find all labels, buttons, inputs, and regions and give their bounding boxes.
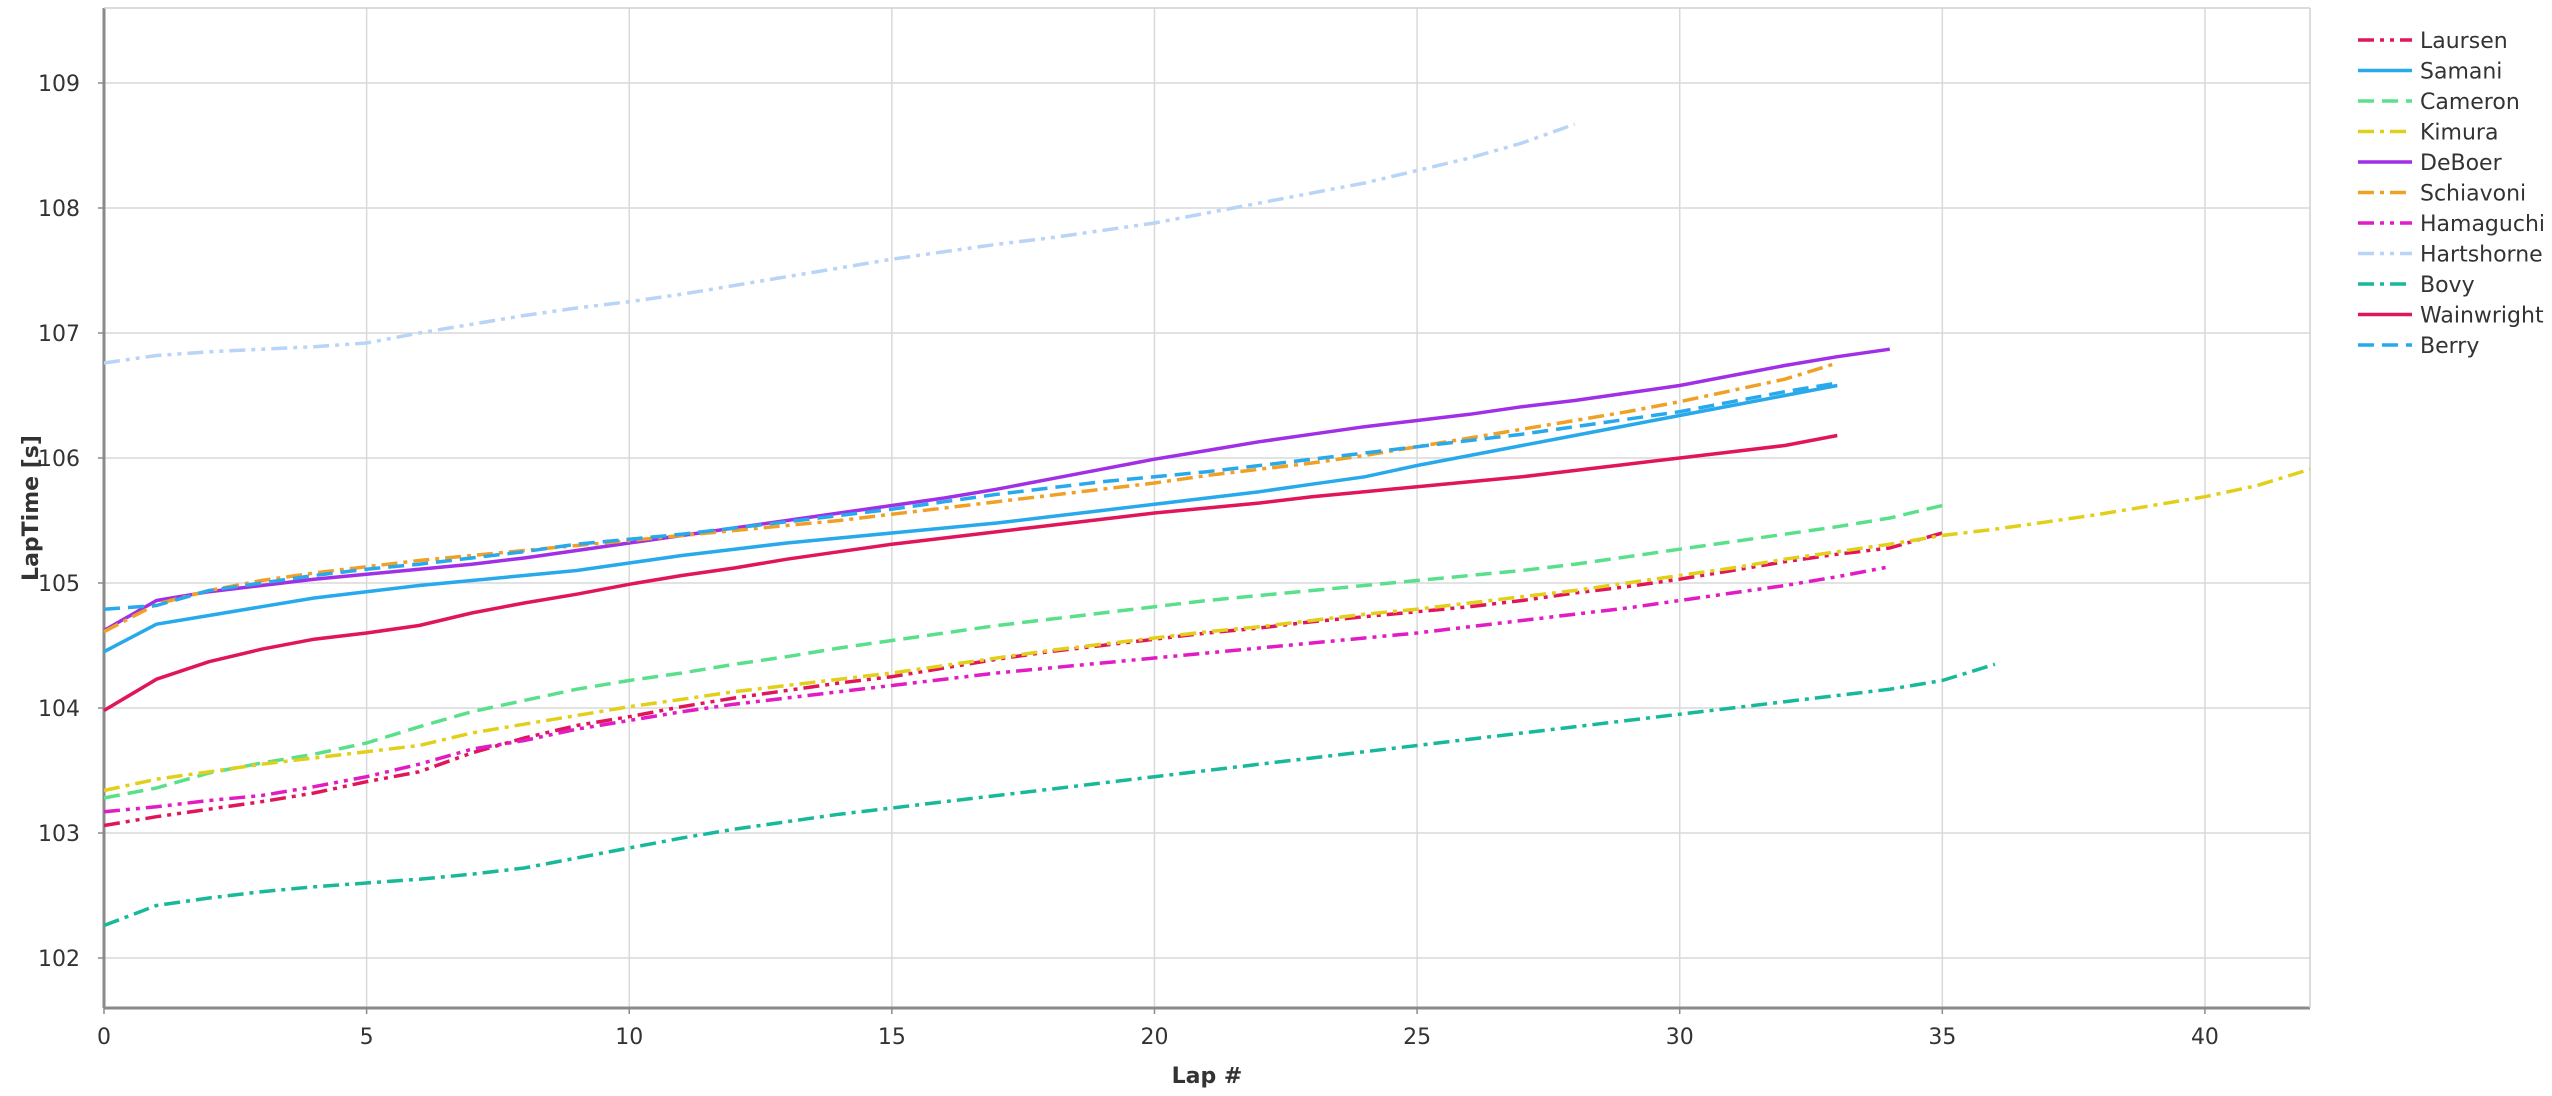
y-tick-label: 107 xyxy=(38,322,80,347)
legend-label: Schiavoni xyxy=(2420,182,2526,207)
legend-item-wainwright: Wainwright xyxy=(2358,304,2544,329)
y-tick-label: 102 xyxy=(38,947,80,972)
legend-label: Kimura xyxy=(2420,121,2498,146)
legend-label: Samani xyxy=(2420,60,2502,85)
legend: Laursen Samani Cameron Kimura DeBoer Schiavon… xyxy=(2358,29,2545,359)
series-line-hamaguchi xyxy=(103,564,1891,814)
legend-item-deboer: DeBoer xyxy=(2358,151,2503,176)
legend-item-laursen: Laursen xyxy=(2358,29,2508,54)
x-tick-label: 10 xyxy=(615,1025,643,1050)
series-line-deboer xyxy=(103,347,1891,633)
x-tick-label: 30 xyxy=(1666,1025,1694,1050)
series-line-schiavoni xyxy=(103,361,1838,634)
axes: 0 5 10 15 20 25 30 35 40 102 103 104 105 106 107 108 109 xyxy=(38,7,2311,1050)
y-tick-label: 109 xyxy=(38,72,80,97)
legend-item-cameron: Cameron xyxy=(2358,90,2520,115)
y-tick-label: 103 xyxy=(38,822,80,847)
x-tick-label: 25 xyxy=(1403,1025,1431,1050)
series-line-samani xyxy=(103,383,1838,654)
series-line-bovy xyxy=(103,662,1996,928)
x-axis-title: Lap # xyxy=(1172,1064,1243,1089)
legend-item-hartshorne: Hartshorne xyxy=(2358,243,2543,268)
legend-item-hamaguchi: Hamaguchi xyxy=(2358,212,2545,237)
x-tick-label: 15 xyxy=(878,1025,906,1050)
legend-label: Hamaguchi xyxy=(2420,212,2545,237)
legend-label: Berry xyxy=(2420,334,2479,359)
series-line-kimura xyxy=(103,467,2311,793)
legend-item-bovy: Bovy xyxy=(2358,273,2475,298)
x-tick-label: 40 xyxy=(2191,1025,2219,1050)
series-line-hartshorne xyxy=(103,122,1576,365)
legend-label: Bovy xyxy=(2420,273,2475,298)
legend-label: Hartshorne xyxy=(2420,243,2543,268)
legend-item-samani: Samani xyxy=(2358,60,2502,85)
legend-label: Laursen xyxy=(2420,29,2508,54)
x-tick-label: 20 xyxy=(1140,1025,1168,1050)
y-tick-label: 104 xyxy=(38,697,80,722)
x-tick-label: 5 xyxy=(360,1025,374,1050)
y-axis-title: LapTime [s] xyxy=(19,435,44,581)
series-line-berry xyxy=(103,381,1838,611)
y-tick-label: 106 xyxy=(38,447,80,472)
legend-label: DeBoer xyxy=(2420,151,2503,176)
y-tick-label: 108 xyxy=(38,197,80,222)
series-line-cameron xyxy=(103,503,1943,800)
legend-label: Cameron xyxy=(2420,90,2520,115)
y-tick-label: 105 xyxy=(38,572,80,597)
legend-item-schiavoni: Schiavoni xyxy=(2358,182,2526,207)
grid xyxy=(103,8,2310,1008)
series-line-wainwright xyxy=(103,433,1838,713)
legend-label: Wainwright xyxy=(2420,304,2544,329)
x-tick-label: 35 xyxy=(1928,1025,1956,1050)
legend-item-berry: Berry xyxy=(2358,334,2479,359)
x-tick-label: 0 xyxy=(97,1025,111,1050)
legend-item-kimura: Kimura xyxy=(2358,121,2498,146)
series-lines xyxy=(103,122,2311,928)
